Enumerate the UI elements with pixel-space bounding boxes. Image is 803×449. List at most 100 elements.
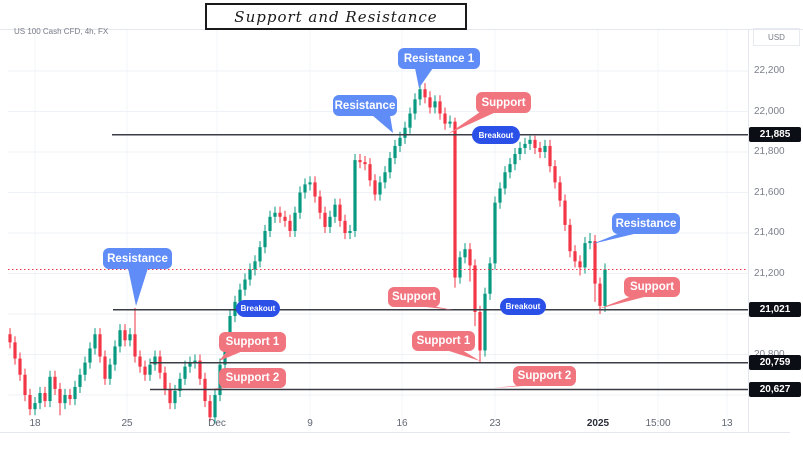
candle-body (173, 390, 177, 404)
candle-body (268, 216, 272, 231)
support-label[interactable]: Support 1 (219, 332, 286, 352)
candle-body (368, 164, 372, 181)
candle-body (283, 216, 287, 221)
candle-body (208, 401, 212, 418)
support-label[interactable]: Support 2 (219, 368, 286, 388)
candle-body (338, 204, 342, 221)
candle-body (408, 113, 412, 128)
candle-body (413, 99, 417, 114)
candle-body (248, 269, 252, 280)
resistance-label[interactable]: Resistance (333, 95, 397, 116)
axis-time-label: Dec (208, 418, 226, 429)
support-label[interactable]: Support 1 (412, 331, 475, 351)
candle-body (53, 376, 57, 389)
candle-body (483, 293, 487, 351)
candle-body (293, 212, 297, 231)
candle-body (128, 334, 132, 341)
candle-body (108, 364, 112, 379)
resistance-label[interactable]: Resistance (103, 248, 172, 269)
breakout-label[interactable]: Breakout (236, 300, 280, 317)
candle-body (578, 261, 582, 268)
candle-body (533, 139, 537, 148)
resistance-label[interactable]: Resistance 1 (398, 48, 480, 69)
candle-body (243, 279, 247, 290)
candle-body (448, 121, 452, 124)
candle-body (588, 241, 592, 244)
candle-body (93, 334, 97, 349)
candle-body (273, 212, 277, 217)
candle-body (43, 392, 47, 402)
candle-body (228, 316, 232, 341)
candle-body (473, 265, 477, 312)
candle-body (323, 212, 327, 227)
candle-body (138, 356, 142, 367)
candle-body (278, 212, 282, 217)
candle-body (18, 358, 22, 375)
candle-body (168, 388, 172, 404)
axis-price-label: 22,000 (754, 105, 785, 117)
candle-body (83, 362, 87, 375)
time-axis-divider (0, 432, 790, 433)
candle-body (393, 145, 397, 159)
candle-body (48, 376, 52, 402)
candle-body (153, 356, 157, 365)
candle-body (213, 395, 217, 418)
support-label[interactable]: Support 2 (513, 366, 576, 386)
candle-body (263, 230, 267, 248)
candle-body (333, 204, 337, 217)
candle-body (148, 364, 152, 375)
candle-body (463, 249, 467, 258)
candle-body (28, 395, 32, 410)
candle-body (113, 346, 117, 365)
candle-body (143, 366, 147, 375)
candle-body (398, 137, 402, 146)
resistance-label[interactable]: Resistance (612, 213, 680, 234)
candle-body (518, 147, 522, 155)
candle-body (63, 395, 67, 404)
candle-body (58, 388, 62, 404)
chart-title-box: Support and Resistance (205, 3, 467, 30)
candle-body (573, 251, 577, 262)
breakout-label[interactable]: Breakout (500, 298, 546, 315)
candle-body (88, 348, 92, 363)
candle-body (313, 182, 317, 197)
breakout-label[interactable]: Breakout (472, 126, 520, 144)
candle-body (503, 172, 507, 189)
support-label[interactable]: Support (476, 92, 531, 113)
candle-body (103, 356, 107, 379)
axis-price-label: 20,800 (754, 348, 785, 360)
candle-body (528, 139, 532, 144)
candle-body (443, 113, 447, 124)
support-label[interactable]: Support (624, 277, 680, 297)
candle-body (593, 241, 597, 284)
candle-body (383, 172, 387, 183)
candle-body (353, 160, 357, 231)
candle-body (158, 356, 162, 373)
axis-time-label: 25 (121, 418, 133, 429)
candle-body (433, 101, 437, 108)
support-tail (448, 112, 496, 134)
candle-body (403, 127, 407, 138)
candle-body (33, 403, 37, 410)
support-tail (219, 351, 243, 361)
candle-body (73, 386, 77, 400)
candle-body (133, 334, 137, 357)
candle-body (508, 164, 512, 173)
price-level-badge: 21,885 (749, 127, 801, 143)
support-label[interactable]: Support (388, 287, 440, 307)
candle-body (23, 374, 27, 395)
candle-body (553, 166, 557, 183)
axis-price-label: 21,400 (754, 227, 785, 238)
candle-body (178, 378, 182, 391)
candle-body (468, 249, 472, 266)
candle-body (498, 188, 502, 203)
candle-body (423, 89, 427, 98)
axis-time-label: 2025 (586, 418, 610, 429)
candle-body (8, 334, 12, 343)
resistance-tail (372, 115, 393, 133)
candle-body (348, 230, 352, 233)
candle-body (253, 261, 257, 270)
candle-body (233, 301, 237, 317)
axis-time-label: 9 (307, 418, 313, 429)
